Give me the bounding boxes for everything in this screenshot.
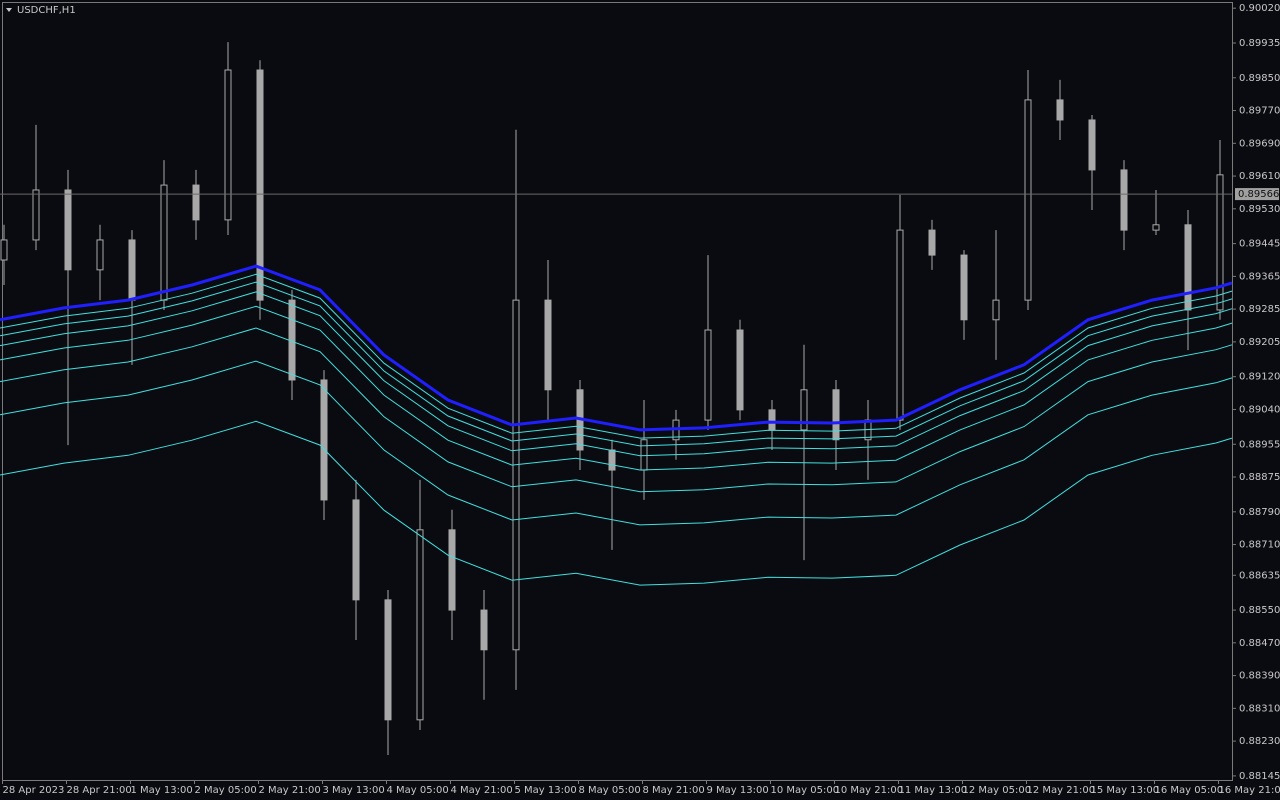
- y-tick-label: 0.89610: [1239, 171, 1280, 182]
- candle-body: [992, 299, 1000, 321]
- candle-body: [320, 379, 328, 501]
- y-tick-label: 0.88230: [1239, 736, 1280, 747]
- x-tick-label: 5 May 13:00: [515, 785, 577, 796]
- x-tick-label: 16 May 05:00: [1155, 785, 1224, 796]
- candle-body: [1184, 224, 1192, 311]
- candle-body: [352, 499, 360, 601]
- candle-body: [1024, 99, 1032, 301]
- menu-arrow[interactable]: [6, 8, 12, 12]
- y-tick-label: 0.88390: [1239, 671, 1280, 682]
- y-tick-label: 0.89770: [1239, 106, 1280, 117]
- y-tick-label: 0.89690: [1239, 138, 1280, 149]
- candle-body: [192, 184, 200, 221]
- candle-body: [960, 254, 968, 321]
- x-tick-label: 4 May 21:00: [451, 785, 513, 796]
- candle-body: [64, 189, 72, 271]
- candle-body: [384, 599, 392, 721]
- x-tick-label: 2 May 21:00: [259, 785, 321, 796]
- envelope-line: [0, 360, 1233, 526]
- y-tick-label: 0.89285: [1239, 304, 1280, 315]
- envelope-line: [0, 291, 1233, 457]
- plot-frame: [2, 2, 1233, 781]
- candle-body: [480, 609, 488, 651]
- candle-body: [896, 229, 904, 421]
- candle-body: [1120, 169, 1128, 231]
- x-tick-label: 10 May 21:00: [835, 785, 904, 796]
- candle-body: [1056, 99, 1064, 121]
- x-tick-label: 3 May 13:00: [323, 785, 385, 796]
- candle-body: [832, 389, 840, 441]
- y-tick-label: 0.88635: [1239, 570, 1280, 581]
- candle-body: [704, 329, 712, 421]
- y-tick-label: 0.88955: [1239, 439, 1280, 450]
- candle-body: [96, 239, 104, 271]
- y-tick-label: 0.89530: [1239, 204, 1280, 215]
- candle-body: [32, 189, 40, 241]
- x-tick-label: 8 May 05:00: [579, 785, 641, 796]
- candle-body: [160, 184, 168, 301]
- envelope-line: [0, 281, 1233, 447]
- candle-body: [608, 449, 616, 471]
- candle-body: [224, 69, 232, 221]
- y-tick-label: 0.88710: [1239, 540, 1280, 551]
- y-tick-label: 0.89205: [1239, 337, 1280, 348]
- y-tick-label: 0.89040: [1239, 404, 1280, 415]
- candle-body: [0, 239, 8, 261]
- last-price-box: [1235, 188, 1279, 201]
- x-tick-label: 16 May 21:00: [1219, 785, 1280, 796]
- candle-body: [640, 439, 648, 471]
- x-tick-label: 12 May 05:00: [963, 785, 1032, 796]
- candle-body: [544, 299, 552, 391]
- y-tick-label: 0.89365: [1239, 271, 1280, 282]
- candle-body: [128, 239, 136, 301]
- candle-body: [256, 69, 264, 301]
- x-tick-label: 28 Apr 2023: [3, 785, 65, 796]
- candle-body: [416, 529, 424, 721]
- y-tick-label: 0.88145: [1239, 771, 1280, 782]
- candle-body: [768, 409, 776, 431]
- envelope-line: [0, 305, 1233, 471]
- x-tick-label: 1 May 13:00: [131, 785, 193, 796]
- envelope-line: [0, 264, 1233, 432]
- x-tick-label: 15 May 13:00: [1091, 785, 1160, 796]
- candle-body: [736, 329, 744, 411]
- y-tick-label: 0.88790: [1239, 507, 1280, 518]
- y-tick-label: 0.88875: [1239, 472, 1280, 483]
- x-tick-label: 8 May 21:00: [643, 785, 705, 796]
- chart-title: USDCHF,H1: [17, 5, 76, 16]
- envelope-line: [0, 273, 1233, 439]
- y-tick-label: 0.89120: [1239, 372, 1280, 383]
- x-tick-label: 2 May 05:00: [195, 785, 257, 796]
- candle-body: [1152, 224, 1160, 231]
- x-tick-label: 28 Apr 21:00: [67, 785, 132, 796]
- envelope-line: [0, 327, 1233, 493]
- candle-body: [800, 389, 808, 431]
- y-tick-label: 0.89850: [1239, 73, 1280, 84]
- envelope-line: [0, 420, 1233, 586]
- x-tick-label: 9 May 13:00: [707, 785, 769, 796]
- y-tick-label: 0.88470: [1239, 638, 1280, 649]
- candle-body: [1216, 174, 1224, 311]
- last-price-label: 0.89566: [1238, 189, 1279, 200]
- candle-body: [1088, 119, 1096, 171]
- y-tick-label: 0.90020: [1239, 3, 1280, 14]
- x-tick-label: 4 May 05:00: [387, 785, 449, 796]
- candle-body: [928, 229, 936, 256]
- y-tick-label: 0.88550: [1239, 605, 1280, 616]
- y-tick-label: 0.89935: [1239, 38, 1280, 49]
- y-tick-label: 0.89445: [1239, 239, 1280, 250]
- x-tick-label: 12 May 21:00: [1027, 785, 1096, 796]
- x-tick-label: 11 May 13:00: [899, 785, 968, 796]
- y-tick-label: 0.88310: [1239, 703, 1280, 714]
- x-tick-label: 10 May 05:00: [771, 785, 840, 796]
- candle-body: [512, 299, 520, 651]
- candle-body: [448, 529, 456, 611]
